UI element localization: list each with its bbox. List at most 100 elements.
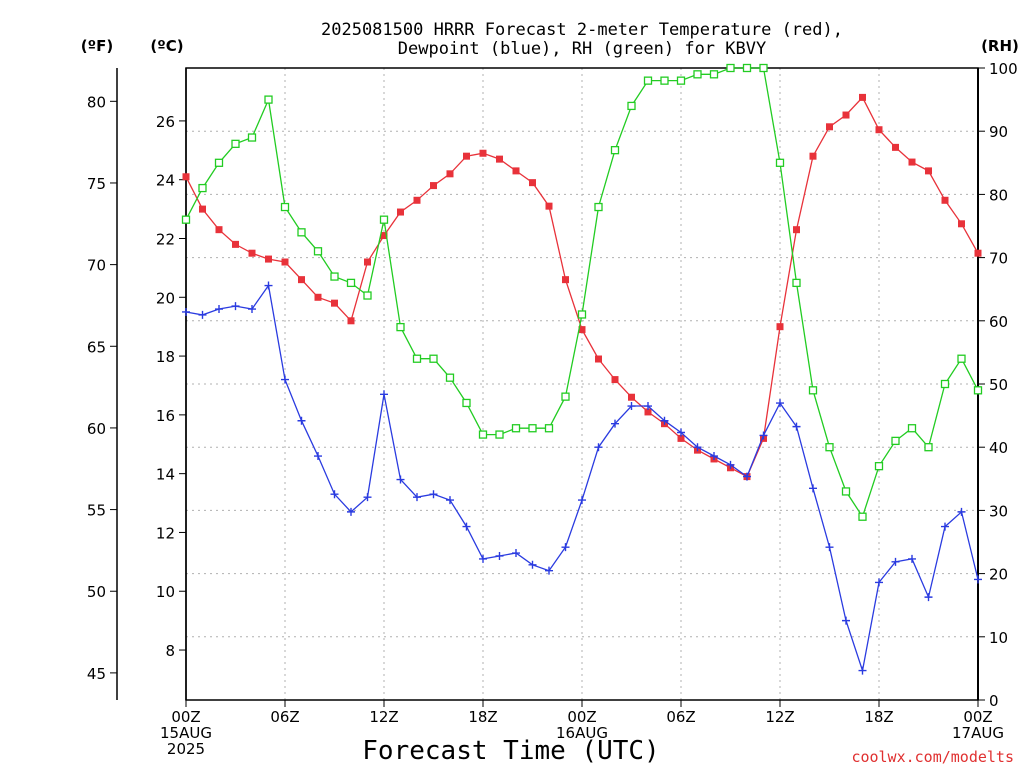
temperature-point: [430, 182, 437, 190]
rh-tick-label: 60: [989, 313, 1008, 331]
dewpoint-point: [644, 402, 652, 411]
rh-tick-label: 0: [989, 692, 999, 710]
rh-point: [379, 215, 389, 224]
temperature-point: [958, 220, 965, 228]
grid-lines: [186, 68, 978, 700]
dewpoint-point: [495, 551, 504, 560]
rh-point: [198, 183, 207, 193]
x-tick-label: 00Z: [567, 708, 596, 726]
dewpoint-point: [809, 484, 817, 493]
dewpoint-point: [512, 549, 520, 558]
rh-tick-label: 40: [989, 439, 1008, 457]
celsius-tick-label: 8: [165, 642, 175, 660]
temperature-point: [265, 255, 272, 263]
rh-point: [181, 215, 191, 224]
x-tick-label: 06Z: [666, 708, 695, 726]
fahrenheit-tick-label: 60: [87, 420, 106, 438]
x-tick-label: 18Z: [468, 708, 497, 726]
rh-point: [462, 398, 471, 408]
dewpoint-point: [842, 616, 850, 625]
dewpoint-point: [479, 554, 487, 563]
dewpoint-point: [363, 493, 372, 502]
rh-point: [957, 354, 966, 363]
rh-point: [280, 202, 290, 212]
dewpoint-point: [677, 428, 685, 437]
fahrenheit-tick-label: 55: [87, 502, 106, 520]
dewpoint-point: [248, 305, 256, 314]
dewpoint-point: [858, 666, 867, 675]
rh-point: [858, 512, 867, 521]
rh-point: [759, 63, 768, 73]
temperature-point: [545, 202, 553, 210]
dewpoint-point: [627, 402, 636, 411]
temperature-point: [826, 123, 833, 131]
dewpoint-point: [792, 422, 801, 431]
rh-point: [775, 158, 785, 167]
dewpoint-point: [578, 496, 586, 505]
x-tick-label: 00Z: [171, 708, 200, 726]
temperature-point: [908, 158, 916, 166]
chart-title-line-1: 2025081500 HRRR Forecast 2-meter Tempera…: [321, 20, 843, 40]
dewpoint-point: [264, 281, 273, 290]
rh-point: [577, 310, 587, 319]
rh-point: [891, 436, 900, 446]
dewpoint-point: [974, 575, 982, 584]
celsius-tick-label: 26: [156, 113, 175, 131]
rh-point: [676, 76, 686, 85]
temperature-point: [232, 240, 239, 248]
dewpoint-point: [281, 375, 289, 384]
dewpoint-point: [215, 305, 223, 314]
rh-tick-label: 30: [989, 502, 1008, 520]
rh-point: [709, 70, 719, 79]
dewpoint-point: [759, 431, 768, 440]
celsius-tick-label: 22: [156, 230, 175, 248]
temperature-point: [463, 152, 470, 160]
fahrenheit-tick-label: 75: [87, 175, 106, 193]
dewpoint-point: [924, 593, 933, 602]
rh-point: [313, 247, 323, 256]
temperature-point: [397, 208, 404, 216]
x-tick-label: 16AUG: [556, 724, 608, 742]
x-tick-label: 06Z: [270, 708, 299, 726]
rh-point: [495, 430, 504, 439]
x-tick-label: 18Z: [864, 708, 893, 726]
temperature-point: [347, 317, 355, 325]
dewpoint-point: [462, 522, 471, 531]
dewpoint-point: [330, 490, 339, 499]
celsius-tick-label: 12: [156, 524, 175, 542]
rh-point: [742, 63, 752, 73]
rh-point: [396, 322, 405, 332]
rh-point: [264, 95, 273, 104]
rh-point: [808, 386, 818, 395]
dewpoint-point: [825, 543, 834, 552]
rh-unit-label: (RH): [981, 37, 1019, 55]
x-tick-label: 12Z: [369, 708, 398, 726]
dewpoint-point: [611, 419, 619, 428]
rh-point: [445, 373, 455, 382]
rh-point: [874, 462, 884, 471]
fahrenheit-tick-label: 65: [87, 338, 106, 356]
dewpoint-point: [347, 507, 355, 516]
x-tick-label: 2025: [167, 740, 205, 758]
dewpoint-point: [413, 493, 421, 502]
dewpoint-point: [743, 472, 751, 481]
x-axis-label: Forecast Time (UTC): [362, 736, 659, 766]
rh-point: [643, 76, 653, 85]
rh-point: [594, 202, 603, 212]
rh-point: [792, 278, 801, 288]
series-dewpoint: [182, 281, 982, 675]
rh-tick-label: 90: [989, 123, 1008, 141]
temperature-point: [331, 299, 338, 307]
temperature-point: [496, 155, 503, 163]
series-rh: [181, 63, 983, 521]
rh-point: [726, 63, 735, 73]
temperature-point: [776, 323, 784, 331]
temperature-point: [413, 196, 421, 204]
rh-tick-label: 100: [989, 60, 1018, 78]
dewpoint-point: [891, 557, 900, 566]
celsius-tick-label: 10: [156, 583, 175, 601]
temperature-point: [562, 276, 569, 284]
rh-point: [330, 272, 339, 281]
rh-tick-label: 50: [989, 376, 1008, 394]
